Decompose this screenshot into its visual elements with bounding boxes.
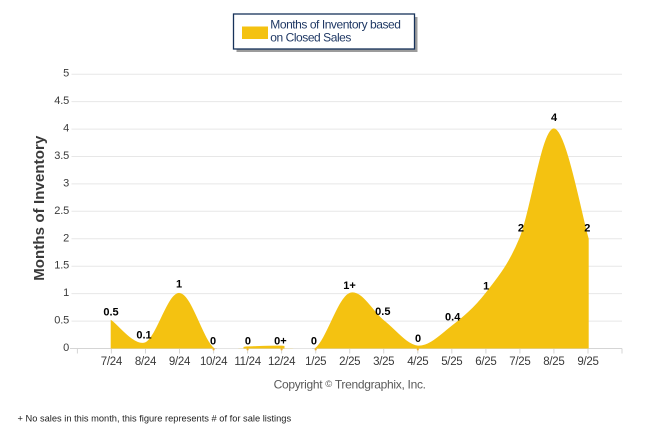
svg-text:3.5: 3.5 <box>54 150 69 162</box>
svg-text:+ No sales in this month, this: + No sales in this month, this figure re… <box>18 413 292 423</box>
svg-text:1/25: 1/25 <box>305 356 326 368</box>
svg-text:on Closed Sales: on Closed Sales <box>270 31 351 45</box>
svg-text:4: 4 <box>551 112 558 124</box>
svg-text:0.4: 0.4 <box>445 312 461 324</box>
svg-text:0: 0 <box>415 333 421 345</box>
svg-text:7/24: 7/24 <box>101 356 123 368</box>
svg-text:8/24: 8/24 <box>135 356 157 368</box>
svg-text:4.5: 4.5 <box>54 95 69 107</box>
svg-text:1: 1 <box>176 279 182 291</box>
svg-text:8/25: 8/25 <box>543 356 564 368</box>
svg-text:0.5: 0.5 <box>54 315 69 327</box>
svg-text:9/25: 9/25 <box>577 356 598 368</box>
svg-text:0.5: 0.5 <box>375 306 390 318</box>
svg-text:3/25: 3/25 <box>373 356 394 368</box>
svg-text:4: 4 <box>63 123 69 135</box>
svg-text:0: 0 <box>210 336 216 348</box>
svg-text:2.5: 2.5 <box>54 205 69 217</box>
svg-text:Months of Inventory: Months of Inventory <box>31 135 48 281</box>
svg-text:1: 1 <box>483 281 489 293</box>
svg-text:0+: 0+ <box>274 336 287 348</box>
svg-text:5: 5 <box>63 68 69 80</box>
svg-text:5/25: 5/25 <box>441 356 462 368</box>
svg-text:2: 2 <box>584 223 590 235</box>
svg-text:3: 3 <box>63 177 69 189</box>
svg-text:7/25: 7/25 <box>509 356 530 368</box>
svg-text:10/24: 10/24 <box>200 356 228 368</box>
svg-text:0: 0 <box>63 342 69 354</box>
svg-text:2: 2 <box>518 223 524 235</box>
svg-text:2: 2 <box>63 232 69 244</box>
svg-text:Copyright © Trendgraphix, Inc.: Copyright © Trendgraphix, Inc. <box>274 378 426 392</box>
svg-text:0.1: 0.1 <box>136 329 151 341</box>
svg-text:11/24: 11/24 <box>234 356 261 368</box>
svg-text:1+: 1+ <box>343 280 356 292</box>
svg-text:0: 0 <box>311 335 317 347</box>
svg-text:12/24: 12/24 <box>268 356 296 368</box>
svg-text:6/25: 6/25 <box>475 356 496 368</box>
svg-text:0.5: 0.5 <box>103 307 118 319</box>
svg-text:9/24: 9/24 <box>169 356 191 368</box>
svg-text:Months of Inventory based: Months of Inventory based <box>270 17 400 31</box>
svg-text:0: 0 <box>245 336 251 348</box>
svg-text:1.5: 1.5 <box>54 260 69 272</box>
svg-text:1: 1 <box>63 287 69 299</box>
svg-text:4/25: 4/25 <box>407 356 428 368</box>
svg-text:2/25: 2/25 <box>339 356 360 368</box>
